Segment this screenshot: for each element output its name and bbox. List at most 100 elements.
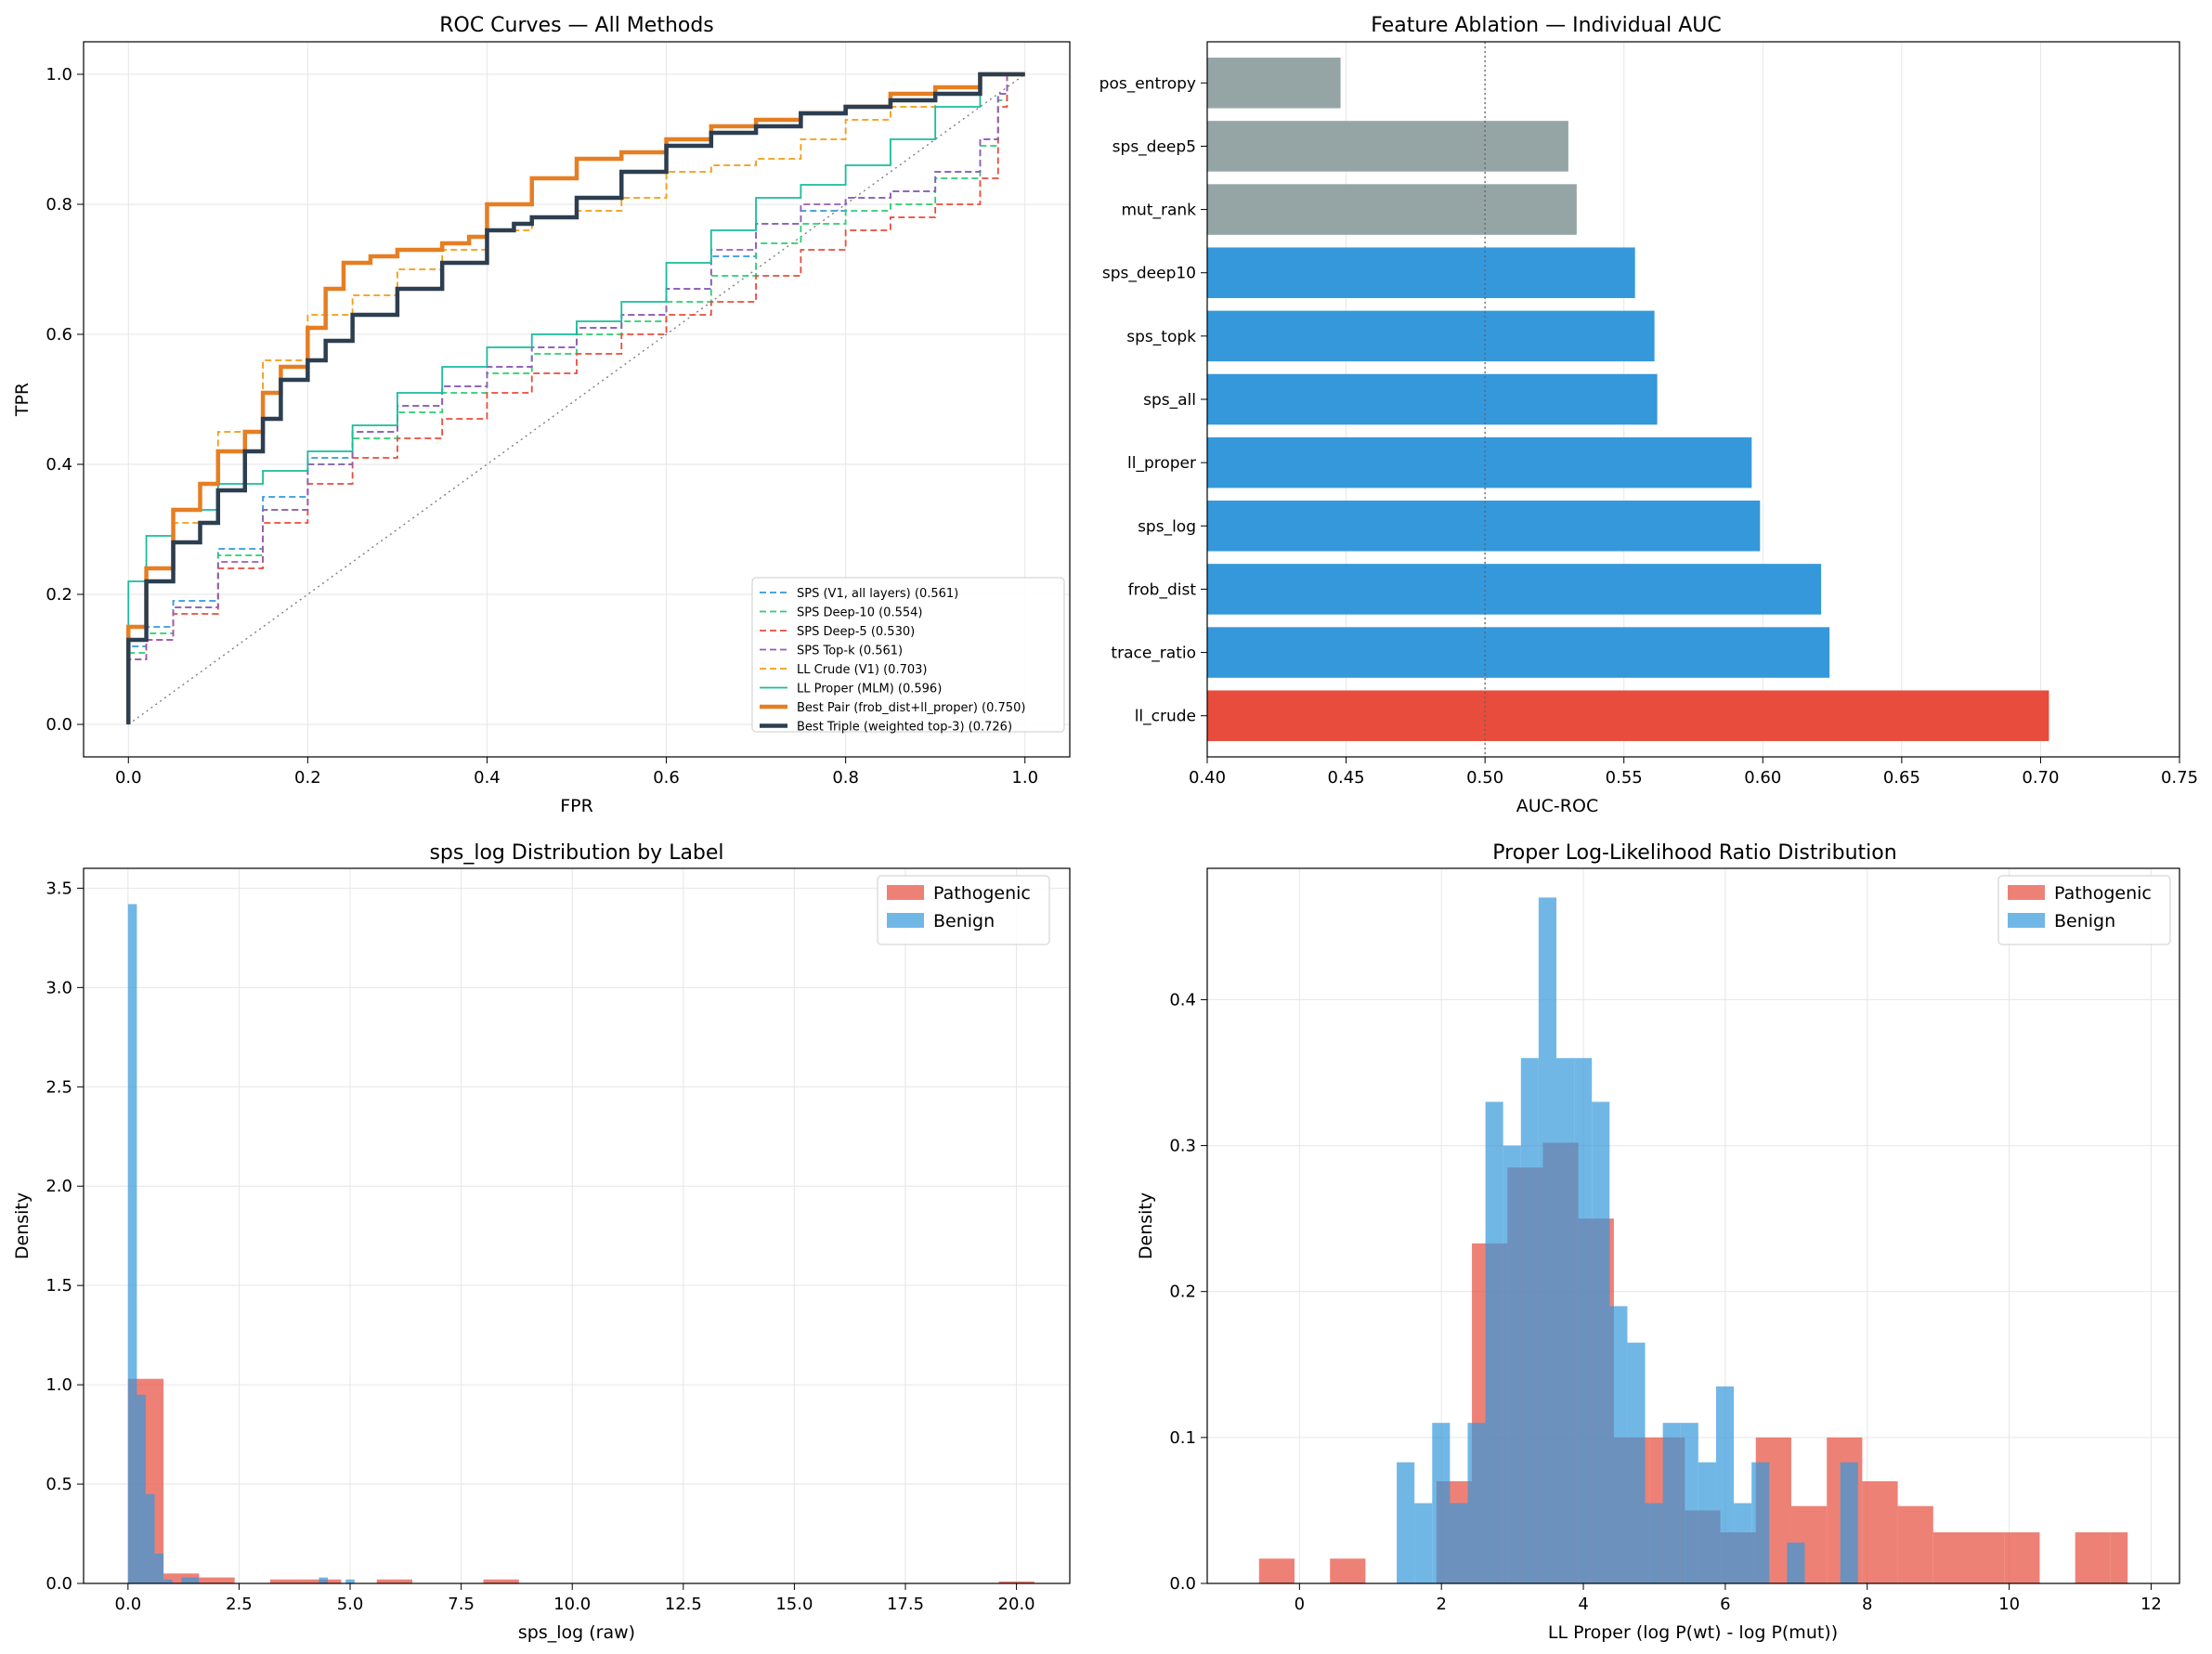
sps-hist-xtick-label: 20.0: [998, 1595, 1035, 1614]
ll-hist-bar-pathogenic: [2075, 1532, 2111, 1583]
roc-ytick-label: 1.0: [46, 65, 72, 85]
ablation-ytick-label: sps_all: [1143, 391, 1196, 410]
roc-title: ROC Curves — All Methods: [439, 14, 714, 37]
roc-xtick-label: 0.8: [832, 768, 859, 788]
ll-hist-bar-pathogenic: [1897, 1505, 1933, 1583]
roc-line-series-7: [126, 72, 1025, 724]
ll-hist-ylabel: Density: [1136, 1192, 1156, 1259]
roc-legend-label: SPS Deep-10 (0.554): [797, 606, 922, 620]
sps-hist-bar-benign: [163, 1579, 173, 1583]
roc-legend-label: LL Proper (MLM) (0.596): [797, 683, 942, 697]
sps-hist-bar-benign: [154, 1553, 164, 1583]
ablation-ytick-label: sps_topk: [1126, 328, 1196, 346]
sps-hist-frame: [83, 867, 1071, 1584]
ll-hist-xtick-label: 8: [1862, 1595, 1872, 1614]
ablation-bar-pos_entropy: [1207, 58, 1341, 109]
ablation-bar-ll_crude: [1207, 690, 2049, 741]
roc-xtick-label: 1.0: [1011, 768, 1038, 788]
ll-hist-bar-benign: [1432, 1423, 1451, 1583]
ablation-bar-frob_dist: [1207, 564, 1822, 615]
sps-hist-legend-label: Benign: [933, 911, 995, 931]
roc-frame: [83, 41, 1071, 758]
ablation-ytick-label: trace_ratio: [1111, 645, 1196, 663]
roc-ytick-label: 0.4: [46, 455, 72, 475]
ll-hist-bar-benign: [1680, 1423, 1698, 1583]
ll-hist-bar-benign: [1627, 1342, 1646, 1583]
ll-hist-bar-benign: [1592, 1101, 1610, 1583]
roc-ytick-label: 0.6: [46, 325, 72, 345]
ablation-xtick-label: 0.65: [1883, 768, 1920, 788]
roc-ylabel: TPR: [12, 383, 33, 417]
roc-ytick-label: 0.2: [46, 585, 72, 605]
sps-hist-legend-label: Pathogenic: [933, 883, 1031, 904]
roc-xtick-label: 0.4: [474, 768, 501, 788]
roc-legend-label: Best Pair (frob_dist+ll_proper) (0.750): [797, 701, 1025, 715]
sps-hist-title: sps_log Distribution by Label: [429, 841, 723, 865]
ablation-xtick-label: 0.40: [1189, 768, 1226, 788]
sps-hist-bar-pathogenic: [376, 1579, 412, 1583]
ablation-ytick-label: pos_entropy: [1099, 74, 1196, 93]
ll-hist-xtick-label: 12: [2140, 1595, 2162, 1614]
ll-hist-bar-benign: [1662, 1423, 1681, 1583]
ll-hist-bar-pathogenic: [1330, 1558, 1366, 1583]
roc-ytick-label: 0.8: [46, 195, 72, 215]
ablation-ytick-label: sps_deep5: [1113, 137, 1196, 156]
ll-hist-bar-benign: [1556, 1058, 1575, 1583]
sps-hist-xtick-label: 2.5: [226, 1595, 253, 1614]
ll-hist-bar-benign: [1574, 1058, 1593, 1583]
ll-hist-xlabel: LL Proper (log P(wt) - log P(mut)): [1548, 1622, 1838, 1643]
ll-hist-bar-benign: [1609, 1306, 1628, 1583]
sps-hist-xtick-label: 17.5: [887, 1595, 924, 1614]
ablation-xtick-label: 0.60: [1744, 768, 1781, 788]
sps-hist-xtick-label: 5.0: [337, 1595, 364, 1614]
ll-hist-xtick-label: 4: [1578, 1595, 1588, 1614]
ablation-ytick-label: frob_dist: [1128, 580, 1197, 599]
roc-legend-box: [751, 577, 1065, 733]
ll-hist-ytick-label: 0.1: [1169, 1428, 1196, 1448]
ablation-bars: [1207, 42, 2049, 757]
sps-hist-xtick-label: 10.0: [553, 1595, 591, 1614]
ll-hist-bar-pathogenic: [1932, 1532, 1970, 1583]
sps-hist-bar-pathogenic: [269, 1579, 342, 1583]
roc-line-series-3: [127, 73, 1025, 724]
sps-hist-bar-benign: [319, 1577, 329, 1583]
sps-hist-ytick-label: 0.0: [46, 1574, 72, 1594]
ll-hist-ytick-label: 0.2: [1169, 1283, 1196, 1302]
ablation-xtick-label: 0.75: [2161, 768, 2198, 788]
sps-hist-ylabel: Density: [12, 1192, 33, 1259]
ll-hist-xtick-label: 0: [1295, 1595, 1305, 1614]
ll-hist-bar-pathogenic: [2110, 1532, 2128, 1583]
ablation-xtick-label: 0.70: [2022, 768, 2059, 788]
ll-hist-bar-benign: [1520, 1058, 1539, 1583]
ablation-xtick-label: 0.45: [1328, 768, 1365, 788]
roc-xlabel: FPR: [560, 796, 593, 816]
ll-hist-bar-pathogenic: [1258, 1558, 1295, 1583]
sps-hist-ytick-label: 2.0: [46, 1177, 72, 1196]
ll-hist-ytick-label: 0.0: [1169, 1574, 1196, 1594]
sps-hist-grid: [84, 868, 1070, 1584]
ll-hist-legend-swatch: [2008, 913, 2045, 928]
ablation-ticks: 0.40 0.45 0.50 0.55 0.60 0.65 0.70 0.75 pos_entr…: [1099, 74, 2198, 788]
ablation-xtick-label: 0.50: [1466, 768, 1503, 788]
ablation-title: Feature Ablation — Individual AUC: [1371, 14, 1722, 37]
ablation-bar-sps_deep5: [1207, 121, 1568, 172]
ll-hist-bar-benign: [1751, 1462, 1770, 1583]
roc-legend-label: SPS Deep-5 (0.530): [797, 625, 915, 639]
ablation-bar-sps_topk: [1207, 310, 1655, 362]
sps-hist-bar-benign: [137, 1394, 146, 1583]
sps-hist-ticks: 0.0 2.5 5.0 7.5 10.0 12.5 15.0 17.5 20.0 0.0 0.5 1.…: [46, 879, 1034, 1614]
sps-hist-bar-pathogenic: [199, 1577, 235, 1583]
ll-hist-xtick-label: 10: [1998, 1595, 2020, 1614]
ablation-bar-sps_all: [1207, 373, 1658, 425]
ll-hist-bar-benign: [1734, 1503, 1752, 1583]
ablation-bar-sps_log: [1207, 501, 1761, 552]
ll-hist-legend: Pathogenic Benign: [1997, 875, 2171, 945]
ablation-bar-ll_proper: [1207, 436, 1752, 488]
sps-hist-bar-benign: [145, 1493, 155, 1583]
ll-hist-bar-benign: [1645, 1503, 1663, 1583]
sps-hist-ytick-label: 3.5: [46, 879, 72, 898]
ll-hist-bar-benign: [1538, 897, 1557, 1583]
sps-hist-ytick-label: 3.0: [46, 978, 72, 997]
ll-hist-xtick-label: 2: [1436, 1595, 1446, 1614]
roc-xtick-label: 0.0: [115, 768, 142, 788]
